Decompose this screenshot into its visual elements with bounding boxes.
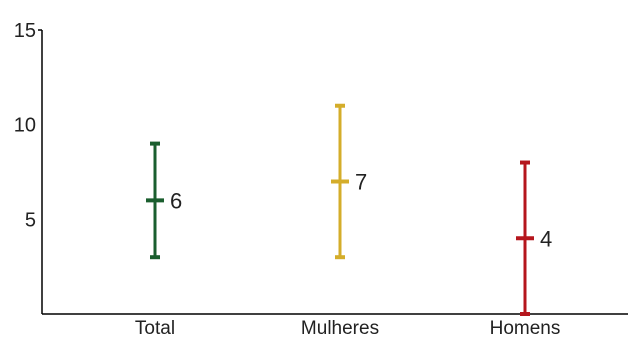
error-bar-total: 6 <box>146 141 182 260</box>
error-bar-homens: 4 <box>516 160 552 316</box>
error-bar-mulheres: 7 <box>331 103 367 260</box>
category-labels: Total Mulheres Homens <box>135 318 560 338</box>
value-label-total: 6 <box>170 188 182 213</box>
value-label-mulheres: 7 <box>355 169 367 194</box>
category-label-total: Total <box>135 318 175 338</box>
axes <box>41 30 628 315</box>
y-tick-label-10: 10 <box>14 115 36 137</box>
error-bars: 6 7 4 <box>146 103 552 316</box>
value-label-homens: 4 <box>540 226 552 251</box>
y-tick-label-5: 5 <box>25 209 36 231</box>
category-label-homens: Homens <box>490 318 561 338</box>
y-tick-label-15: 15 <box>14 20 36 42</box>
y-tick-labels: 5 10 15 <box>14 20 42 231</box>
category-label-mulheres: Mulheres <box>301 318 379 338</box>
